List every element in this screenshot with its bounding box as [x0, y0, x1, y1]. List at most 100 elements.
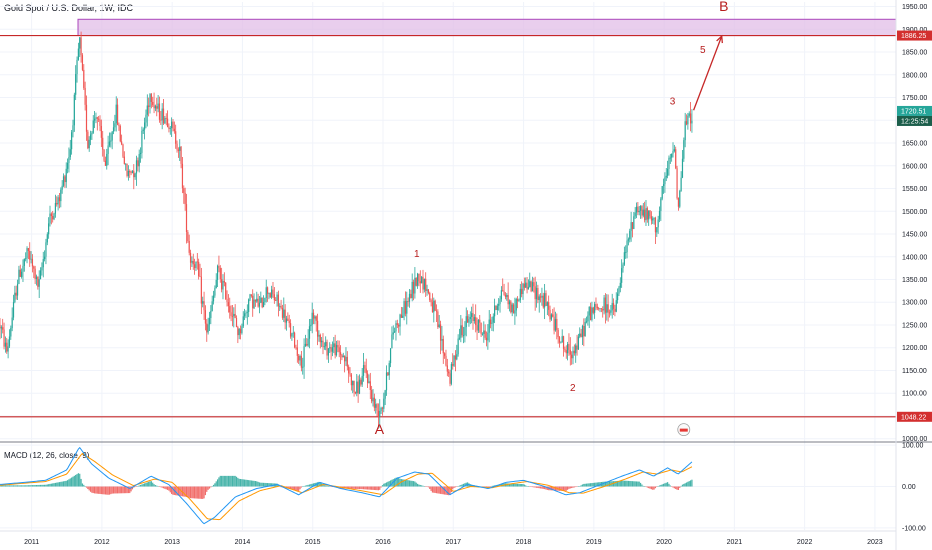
- event-flag-icon-stripe: [679, 428, 688, 432]
- macd-histogram-bar: [642, 485, 644, 487]
- macd-histogram-bar: [366, 486, 369, 490]
- macd-histogram-bar: [66, 480, 69, 487]
- candle-body: [614, 308, 616, 312]
- wave-label-5: 5: [700, 45, 706, 56]
- macd-histogram-bar: [579, 486, 581, 487]
- macd-histogram-bar: [277, 484, 279, 487]
- candle-body: [549, 309, 551, 320]
- macd-histogram-bar: [608, 481, 611, 487]
- macd-axis-tick-label: 0.00: [902, 484, 916, 491]
- candle-body: [48, 223, 50, 235]
- macd-histogram-bar: [653, 486, 655, 490]
- candle-body: [121, 141, 123, 145]
- macd-histogram-bar: [592, 482, 594, 487]
- macd-histogram-bar: [619, 480, 621, 487]
- candle-body: [514, 310, 516, 314]
- candle-body: [254, 299, 257, 302]
- candle-body: [576, 345, 578, 350]
- candle-body: [676, 168, 678, 199]
- candle-body: [257, 298, 259, 307]
- candle-body: [344, 355, 346, 362]
- candle-body: [218, 265, 220, 269]
- macd-histogram-bar: [37, 484, 39, 487]
- macd-histogram-bar: [562, 486, 565, 492]
- candle-body: [216, 265, 219, 280]
- candle-body: [206, 323, 208, 333]
- candle-body: [31, 258, 34, 267]
- candle-body: [434, 300, 436, 311]
- macd-title: MACD (12, 26, close, 9): [4, 451, 90, 460]
- macd-histogram-bar: [508, 483, 511, 487]
- macd-histogram-bar: [150, 481, 152, 487]
- candle-body: [88, 139, 90, 149]
- macd-histogram-bar: [34, 485, 36, 487]
- macd-histogram-bar: [65, 480, 67, 487]
- macd-histogram-bar: [326, 485, 328, 487]
- macd-histogram-bar: [687, 481, 689, 487]
- macd-histogram-bar: [398, 478, 400, 487]
- candle-body: [445, 355, 447, 366]
- candle-body: [503, 291, 505, 295]
- candle-body: [487, 332, 489, 341]
- macd-histogram-bar: [654, 486, 657, 489]
- macd-histogram-bar: [325, 485, 327, 487]
- candle-body: [404, 301, 407, 314]
- candle-body: [652, 218, 654, 221]
- macd-histogram-bar: [108, 486, 111, 495]
- candle-body: [157, 103, 159, 109]
- candle-body: [10, 328, 12, 337]
- macd-histogram-bar: [635, 481, 638, 487]
- candle-body: [34, 268, 36, 280]
- macd-histogram-bar: [160, 486, 162, 488]
- macd-histogram-bar: [207, 486, 209, 490]
- macd-histogram-bar: [319, 482, 321, 487]
- candle-body: [634, 212, 636, 217]
- macd-histogram-bar: [453, 486, 455, 488]
- wave-label-3: 3: [670, 96, 676, 107]
- macd-histogram-bar: [587, 483, 589, 487]
- wave-label-2: 2: [570, 383, 576, 394]
- candle-body: [683, 140, 685, 159]
- macd-histogram-bar: [358, 486, 361, 490]
- candle-body: [456, 354, 458, 360]
- macd-histogram-bar: [50, 483, 52, 487]
- candle-body: [107, 145, 109, 154]
- candle-body: [114, 123, 116, 128]
- candle-body: [679, 191, 681, 207]
- macd-histogram-bar: [511, 483, 513, 487]
- candle-body: [484, 330, 486, 338]
- candle-body: [142, 129, 144, 131]
- macd-histogram-bar: [130, 486, 132, 492]
- macd-histogram-bar: [188, 486, 190, 498]
- macd-histogram-bar: [538, 486, 540, 489]
- candle-body: [244, 313, 246, 317]
- candle-body: [498, 304, 500, 306]
- candle-body: [81, 55, 84, 70]
- macd-histogram-bar: [414, 481, 416, 487]
- candle-body: [99, 119, 101, 126]
- macd-histogram-bar: [379, 486, 381, 490]
- candle-body: [126, 163, 128, 176]
- time-axis-tick-label: 2023: [867, 539, 883, 546]
- candle-body: [191, 260, 193, 263]
- candle-body: [625, 252, 627, 253]
- candle-body: [264, 298, 266, 303]
- macd-histogram-bar: [119, 486, 121, 494]
- macd-histogram-bar: [623, 480, 625, 487]
- candle-body: [483, 330, 485, 334]
- macd-histogram-bar: [291, 486, 293, 490]
- candle-body: [442, 339, 444, 354]
- candle-body: [539, 296, 542, 298]
- macd-histogram-bar: [27, 485, 29, 487]
- price-axis-tick-label: 1000.00: [902, 436, 927, 443]
- candle-body: [65, 168, 67, 183]
- time-axis-tick-label: 2016: [375, 539, 391, 546]
- candle-body: [373, 397, 375, 408]
- macd-histogram-bar: [211, 486, 213, 487]
- macd-histogram-bar: [289, 486, 292, 490]
- macd-histogram-bar: [133, 486, 135, 488]
- macd-histogram-bar: [64, 481, 66, 487]
- candle-body: [323, 346, 325, 348]
- macd-histogram-bar: [689, 480, 692, 487]
